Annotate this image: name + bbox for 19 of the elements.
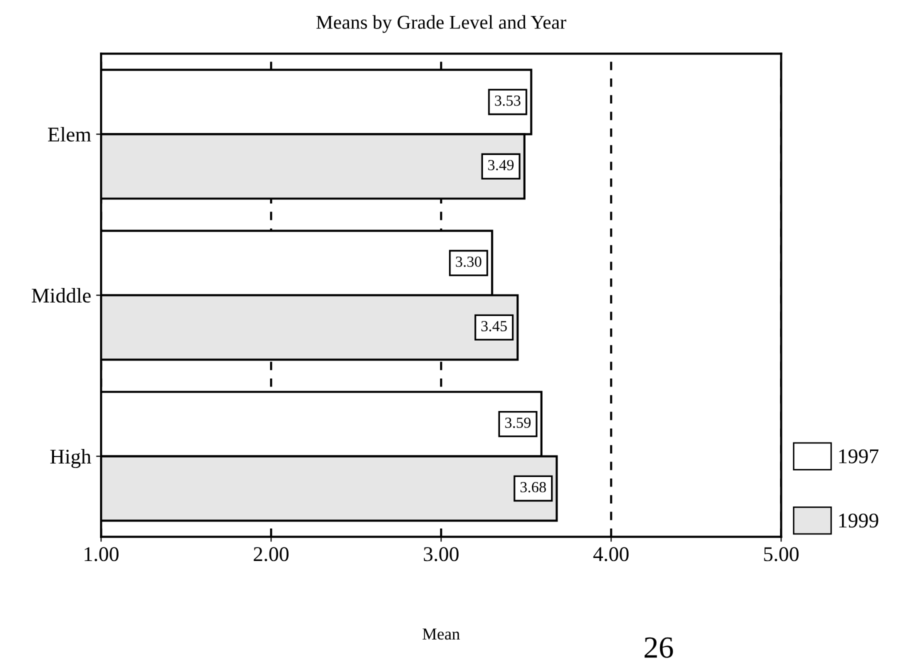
data-label: 3.68 bbox=[520, 482, 546, 492]
data-label: 3.30 bbox=[456, 256, 482, 267]
y-tick-label: High bbox=[50, 449, 92, 468]
data-label: 3.49 bbox=[488, 160, 514, 170]
x-tick-label: 1.00 bbox=[84, 547, 119, 562]
data-label: 3.53 bbox=[495, 96, 520, 106]
x-tick-label: 5.00 bbox=[764, 547, 799, 562]
x-tick-label: 4.00 bbox=[593, 547, 629, 562]
chart-title: Means by Grade Level and Year bbox=[316, 15, 566, 33]
text: 26 bbox=[644, 637, 673, 658]
x-tick-label: 3.00 bbox=[424, 547, 459, 562]
x-axis-title: Mean bbox=[422, 628, 460, 640]
y-tick-label: Elem bbox=[48, 126, 92, 142]
legend-label: 1997 bbox=[839, 449, 878, 464]
legend-label: 1999 bbox=[839, 514, 878, 528]
y-tick-label: Middle bbox=[32, 288, 91, 303]
data-label: 3.45 bbox=[481, 321, 507, 332]
data-label: 3.59 bbox=[505, 418, 531, 428]
x-tick-label: 2.00 bbox=[254, 547, 289, 562]
